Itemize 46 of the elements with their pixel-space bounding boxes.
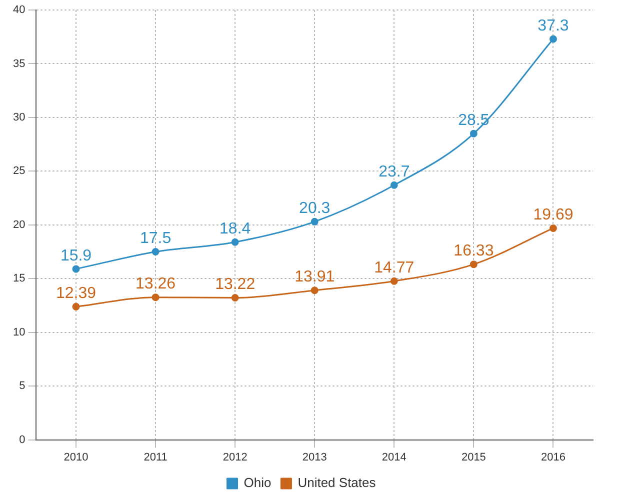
data-label: 18.4: [220, 220, 251, 238]
point: [549, 35, 557, 43]
y-tick-label: 40: [12, 4, 26, 16]
data-label: 15.9: [60, 247, 92, 264]
data-label: 14.77: [374, 260, 414, 277]
y-tick-label: 5: [19, 380, 26, 392]
data-label: 12.39: [56, 285, 96, 302]
x-tick-label: 2013: [302, 451, 327, 464]
point: [470, 130, 478, 138]
data-label: 13.22: [215, 276, 256, 294]
point: [152, 294, 160, 302]
point: [72, 265, 80, 273]
legend-label: United States: [298, 475, 376, 490]
point: [72, 302, 80, 310]
data-label: 20.3: [299, 200, 330, 218]
y-tick-label: 25: [12, 165, 26, 178]
data-label: 16.33: [454, 242, 494, 260]
x-tick-label: 2016: [540, 451, 566, 464]
data-label: 28.5: [458, 112, 490, 129]
point: [390, 277, 398, 285]
point: [549, 224, 557, 232]
y-tick-label: 10: [12, 326, 26, 338]
data-label: 37.3: [538, 17, 569, 34]
point: [310, 286, 318, 294]
y-tick-label: 0: [19, 434, 26, 446]
x-tick-label: 2012: [222, 451, 248, 464]
y-tick-label: 15: [12, 272, 26, 285]
point: [390, 181, 398, 189]
point: [152, 248, 160, 256]
point: [231, 294, 239, 302]
point: [470, 260, 478, 268]
data-label: 23.7: [378, 164, 410, 181]
data-label: 19.69: [533, 206, 574, 224]
x-tick-label: 2010: [64, 451, 88, 464]
data-label: 13.91: [294, 268, 335, 286]
data-label: 17.5: [140, 230, 172, 248]
point: [310, 218, 318, 226]
data-label: 13.26: [136, 276, 176, 293]
y-tick-label: 35: [12, 58, 26, 70]
legend-label: Ohio: [244, 475, 272, 490]
x-tick-label: 2014: [382, 451, 406, 464]
x-tick-label: 2011: [144, 451, 168, 464]
point: [231, 238, 239, 246]
x-tick-label: 2015: [461, 451, 486, 464]
y-tick-label: 30: [12, 111, 26, 124]
y-tick-label: 20: [12, 218, 26, 231]
